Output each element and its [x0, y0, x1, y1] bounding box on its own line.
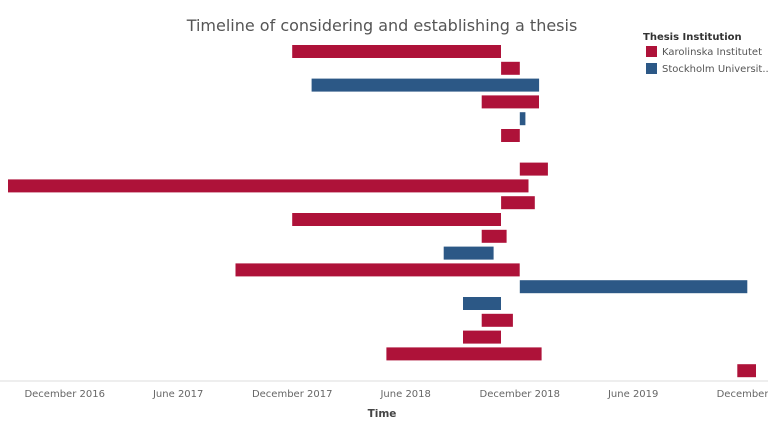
legend-swatch[interactable]: [646, 63, 657, 74]
x-tick-label: June 2017: [152, 389, 203, 400]
legend-swatch[interactable]: [646, 46, 657, 57]
timeline-bar-11[interactable]: [292, 213, 501, 226]
x-tick-label: December 2018: [480, 389, 560, 400]
timeline-bar-16[interactable]: [463, 297, 501, 310]
x-tick-label: June 2019: [607, 389, 658, 400]
legend-title: Thesis Institution: [643, 32, 742, 43]
chart-title: Timeline of considering and establishing…: [186, 16, 578, 35]
timeline-bar-18[interactable]: [463, 330, 501, 344]
timeline-bar-20[interactable]: [737, 364, 756, 378]
x-tick-label: December 2: [717, 389, 768, 400]
timeline-bar-2[interactable]: [501, 61, 520, 75]
timeline-bar-5[interactable]: [519, 112, 526, 126]
timeline-bar-3[interactable]: [311, 78, 540, 92]
timeline-bar-12[interactable]: [481, 229, 507, 243]
timeline-bar-10[interactable]: [501, 196, 535, 210]
timeline-bar-9[interactable]: [8, 179, 529, 193]
timeline-bar-4[interactable]: [481, 95, 539, 109]
timeline-bar-17[interactable]: [481, 313, 513, 327]
x-tick-label: December 2016: [24, 389, 104, 400]
timeline-bar-15[interactable]: [519, 280, 748, 294]
legend-label[interactable]: Stockholm Universit...: [662, 64, 768, 75]
legend-label[interactable]: Karolinska Institutet: [662, 47, 762, 58]
x-tick-label: June 2018: [379, 389, 430, 400]
x-axis-label: Time: [368, 408, 397, 420]
timeline-bar-14[interactable]: [235, 263, 520, 277]
timeline-bar-1[interactable]: [292, 45, 501, 58]
timeline-bar-6[interactable]: [501, 129, 520, 142]
timeline-bar-8[interactable]: [519, 162, 548, 176]
timeline-bar-13[interactable]: [443, 246, 494, 260]
timeline-bar-19[interactable]: [386, 347, 542, 361]
x-axis-ticks: December 2016 June 2017 December 2017 June …: [24, 389, 768, 400]
x-tick-label: December 2017: [252, 389, 332, 400]
bars-group: [8, 45, 756, 378]
legend: Thesis Institution Karolinska Institutet…: [643, 32, 768, 75]
